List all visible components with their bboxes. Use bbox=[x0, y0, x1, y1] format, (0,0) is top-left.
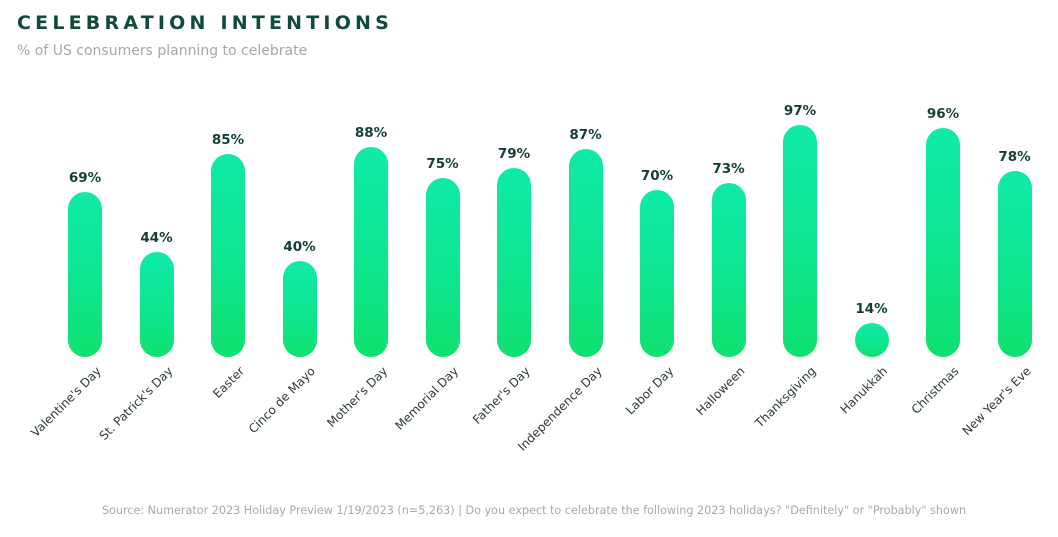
value-label: 79% bbox=[497, 146, 531, 163]
value-label: 14% bbox=[855, 301, 888, 317]
bar bbox=[711, 182, 746, 357]
bar bbox=[997, 170, 1032, 357]
value-label: 85% bbox=[211, 131, 245, 148]
value-label: 75% bbox=[426, 155, 459, 172]
bar bbox=[139, 251, 174, 357]
bar bbox=[68, 192, 102, 357]
category-label: Halloween bbox=[693, 364, 748, 419]
bar bbox=[282, 261, 317, 357]
source-note: Source: Numerator 2023 Holiday Preview 1… bbox=[101, 504, 967, 517]
category-label: Easter bbox=[209, 364, 247, 401]
category-label: Thanksgiving bbox=[752, 364, 819, 431]
value-label: 70% bbox=[640, 167, 674, 184]
category-label: Father's Day bbox=[470, 364, 533, 427]
bar bbox=[568, 149, 603, 357]
bar bbox=[425, 177, 460, 357]
category-label: Hanukkah bbox=[837, 364, 891, 417]
bar bbox=[640, 189, 674, 357]
category-label: Labor Day bbox=[622, 364, 676, 418]
category-label: Valentine's Day bbox=[28, 364, 104, 440]
chart-subtitle: % of US consumers planning to celebrate bbox=[17, 43, 308, 59]
value-label: 44% bbox=[140, 229, 173, 246]
bar bbox=[211, 153, 245, 357]
category-label: Memorial Day bbox=[392, 364, 462, 433]
chart-title: CELEBRATION INTENTIONS bbox=[17, 12, 394, 34]
value-label: 87% bbox=[569, 127, 602, 144]
value-label: 97% bbox=[783, 103, 817, 120]
value-label: 40% bbox=[283, 239, 316, 256]
value-label: 96% bbox=[926, 105, 960, 122]
category-label: St. Patrick's Day bbox=[96, 364, 176, 443]
value-label: 78% bbox=[998, 148, 1031, 165]
value-label: 88% bbox=[354, 124, 388, 141]
bar bbox=[497, 168, 531, 357]
bar bbox=[854, 323, 889, 357]
bar bbox=[783, 125, 817, 357]
category-label: Christmas bbox=[909, 364, 962, 417]
category-label: New Year's Eve bbox=[959, 364, 1034, 439]
bar bbox=[926, 127, 960, 357]
value-label: 69% bbox=[68, 170, 102, 187]
category-label: Mother's Day bbox=[323, 364, 390, 431]
category-label: Cinco de Mayo bbox=[246, 364, 319, 437]
bar bbox=[354, 146, 388, 357]
value-label: 73% bbox=[712, 160, 745, 177]
